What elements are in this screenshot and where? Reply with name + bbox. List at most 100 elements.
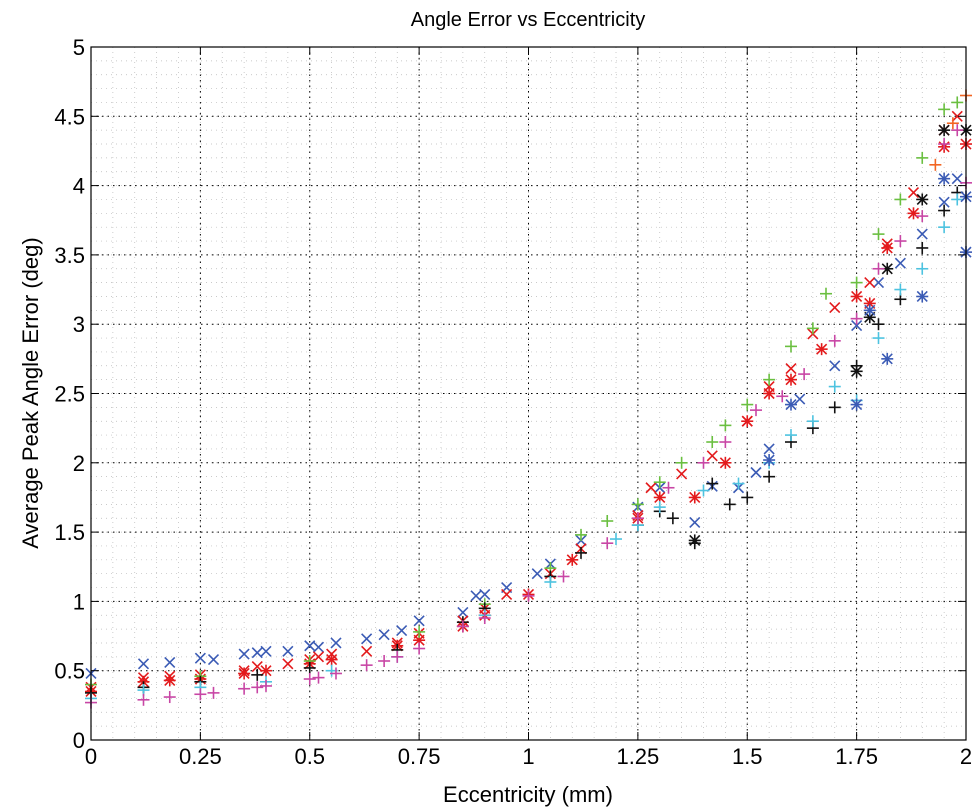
data-point: [828, 401, 841, 414]
data-point: [378, 654, 391, 667]
y-tick-label: 1.5: [54, 520, 85, 545]
data-point: [260, 645, 272, 657]
data-point: [864, 277, 876, 289]
data-point: [850, 398, 863, 411]
data-point: [785, 373, 797, 386]
data-point: [938, 196, 950, 208]
data-point: [894, 235, 907, 248]
data-point: [763, 454, 776, 467]
data-point: [750, 404, 762, 417]
data-point: [872, 318, 885, 331]
data-point: [304, 640, 316, 652]
data-point: [741, 398, 754, 411]
data-point: [881, 241, 894, 254]
data-point: [815, 343, 828, 356]
data-point: [575, 546, 587, 559]
data-point: [719, 456, 732, 469]
data-point: [719, 436, 732, 449]
data-point: [806, 322, 819, 335]
data-point: [723, 498, 736, 511]
data-point: [137, 658, 150, 670]
x-tick-label: 1.25: [616, 744, 659, 769]
data-point: [916, 151, 929, 164]
data-point: [951, 173, 963, 185]
data-point: [325, 653, 338, 666]
data-point: [785, 340, 797, 353]
data-point: [653, 476, 666, 489]
y-tick-label: 2: [73, 451, 85, 476]
data-point: [894, 283, 907, 296]
data-point: [938, 221, 951, 234]
y-tick-label: 4: [73, 174, 85, 199]
data-point: [785, 362, 797, 375]
data-point: [719, 419, 732, 432]
data-point: [938, 172, 951, 185]
data-point: [785, 429, 797, 442]
data-point: [631, 498, 644, 511]
data-point: [610, 533, 622, 546]
data-point: [863, 304, 876, 317]
x-tick-label: 0: [85, 744, 97, 769]
data-point: [312, 641, 325, 653]
data-point: [238, 648, 250, 660]
data-point: [794, 393, 806, 405]
data-point: [829, 302, 841, 314]
x-tick-label: 2: [960, 744, 972, 769]
data-point: [653, 501, 666, 514]
x-tick-label: 0.25: [179, 744, 222, 769]
data-point: [413, 625, 426, 638]
data-point: [557, 570, 570, 583]
data-point: [763, 373, 776, 386]
data-point: [675, 456, 688, 469]
data-point: [946, 117, 959, 130]
data-point: [732, 477, 745, 490]
data-point: [938, 138, 951, 151]
data-point: [260, 664, 272, 677]
data-point: [260, 679, 272, 692]
data-point: [872, 277, 885, 289]
data-point: [470, 590, 482, 602]
data-point: [916, 290, 929, 303]
data-point: [251, 660, 263, 673]
data-point: [894, 193, 907, 206]
data-point: [938, 124, 951, 137]
data-point: [894, 257, 906, 269]
data-point: [194, 652, 206, 664]
data-point: [361, 645, 373, 657]
y-tick-label: 3: [73, 312, 85, 337]
data-point: [706, 477, 719, 490]
data-point: [479, 588, 491, 601]
y-tick-label: 1: [73, 589, 85, 614]
data-point: [282, 658, 294, 670]
data-point: [676, 468, 688, 480]
axis-ticks: 0 0.25 0.5 0.75 1 1.25 1.5 1.75 2 0 0.5 1 1.5 2 2.5 3 3.…: [54, 35, 972, 769]
data-point: [851, 320, 863, 332]
data-point: [907, 207, 920, 220]
data-point: [741, 491, 754, 504]
data-point: [361, 633, 373, 645]
data-point: [688, 491, 701, 504]
data-point: [601, 537, 614, 550]
data-point: [872, 228, 885, 241]
data-point: [850, 290, 863, 303]
data-point: [850, 312, 863, 325]
data-point: [163, 691, 176, 704]
data-point: [951, 193, 964, 206]
data-point: [456, 620, 469, 633]
data-point: [662, 481, 675, 494]
data-point: [396, 624, 408, 637]
data-point: [522, 589, 535, 602]
data-point: [829, 360, 841, 372]
grid-lines: [90, 46, 967, 741]
data-point: [378, 629, 390, 641]
y-tick-label: 5: [73, 35, 85, 60]
data-points: [85, 89, 972, 709]
y-tick-label: 2.5: [54, 382, 85, 407]
data-point: [806, 415, 819, 428]
data-point: [631, 512, 644, 525]
data-point: [413, 642, 426, 655]
data-point: [251, 681, 264, 694]
data-point: [776, 390, 789, 403]
